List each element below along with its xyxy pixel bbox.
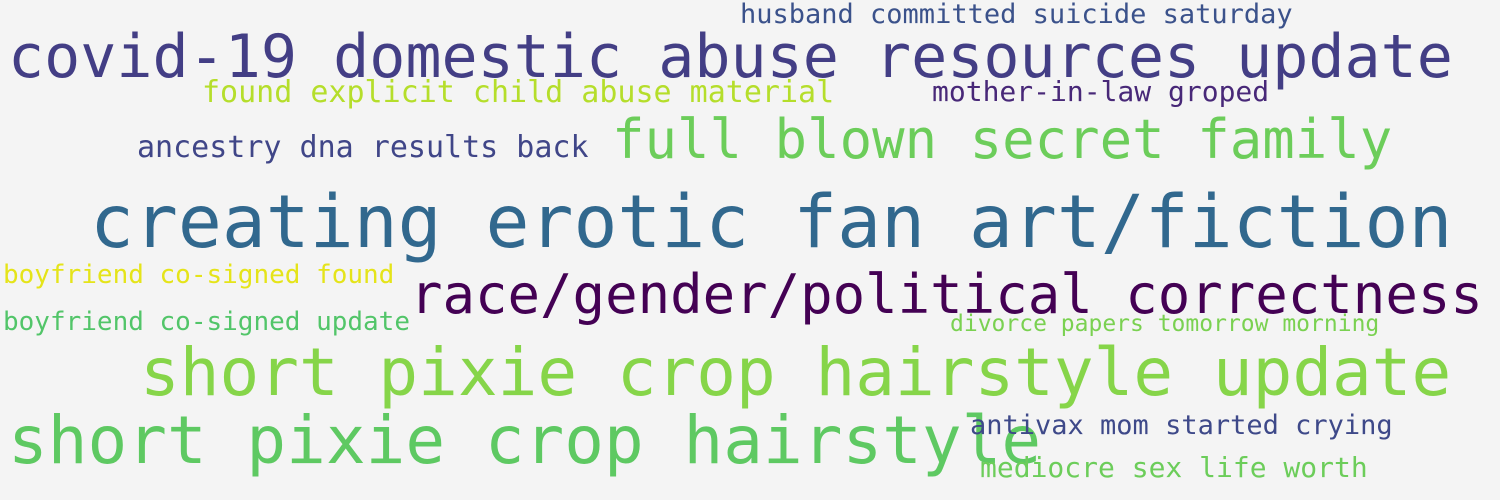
- phrase-found-explicit-child-abuse: found explicit child abuse material: [202, 75, 835, 110]
- phrase-mother-in-law-groped: mother-in-law groped: [932, 75, 1270, 108]
- phrase-husband-committed-suicide-saturday: husband committed suicide saturday: [740, 0, 1293, 30]
- phrase-ancestry-dna-results: ancestry dna results back: [137, 130, 589, 165]
- phrase-short-pixie-crop-update: short pixie crop hairstyle update: [140, 334, 1452, 411]
- phrase-creating-erotic-fan-art: creating erotic fan art/fiction: [90, 180, 1453, 265]
- phrase-divorce-papers: divorce papers tomorrow morning: [950, 311, 1380, 337]
- phrase-short-pixie-crop: short pixie crop hairstyle: [8, 402, 1042, 479]
- phrase-boyfriend-co-signed-found: boyfriend co-signed found: [3, 260, 395, 290]
- phrase-full-blown-secret-family: full blown secret family: [612, 108, 1393, 171]
- phrase-antivax-mom: antivax mom started crying: [970, 410, 1393, 441]
- phrase-race-gender-political: race/gender/political correctness: [410, 263, 1483, 326]
- phrase-covid-domestic-abuse: covid-19 domestic abuse resources update: [8, 22, 1453, 92]
- phrase-boyfriend-co-signed-update: boyfriend co-signed update: [3, 307, 410, 337]
- phrase-mediocre-sex-life: mediocre sex life worth: [980, 451, 1368, 484]
